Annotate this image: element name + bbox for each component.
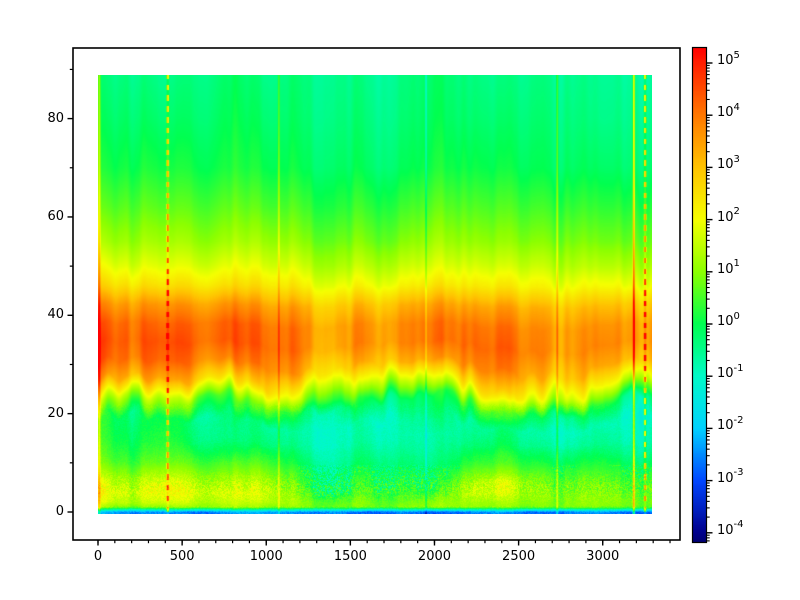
y-tick-label: 80	[47, 110, 64, 126]
x-tick-label: 1000	[249, 549, 283, 564]
x-tick-label: 0	[93, 549, 103, 564]
x-tick-label: 2500	[502, 549, 536, 564]
y-tick-label: 40	[47, 307, 64, 323]
colorbar-tick-label: 101	[717, 258, 740, 277]
x-tick-label: 2000	[417, 549, 452, 564]
colorbar-tick-label: 105	[717, 49, 740, 68]
y-tick-label: 60	[47, 208, 64, 224]
heatmap-image	[98, 75, 652, 514]
colorbar-tick-label: 10-1	[717, 362, 744, 382]
colorbar-tick-label: 104	[717, 101, 740, 121]
colorbar-tick-label: 102	[717, 206, 740, 225]
colorbar-tick-label: 10-3	[717, 467, 744, 486]
x-tick-label: 3000	[586, 549, 620, 564]
colorbar-tick-label: 10-2	[717, 415, 744, 434]
x-tick-label: 1500	[333, 549, 367, 564]
colorbar-tick-label: 103	[717, 154, 740, 173]
colorbar-tick-label: 100	[717, 310, 740, 329]
y-tick-label: 0	[55, 504, 64, 519]
x-tick-label: 500	[169, 549, 195, 564]
colorbar-tick-label: 10-4	[717, 519, 744, 538]
y-tick-label: 20	[47, 405, 64, 421]
colorbar-gradient	[693, 48, 706, 542]
